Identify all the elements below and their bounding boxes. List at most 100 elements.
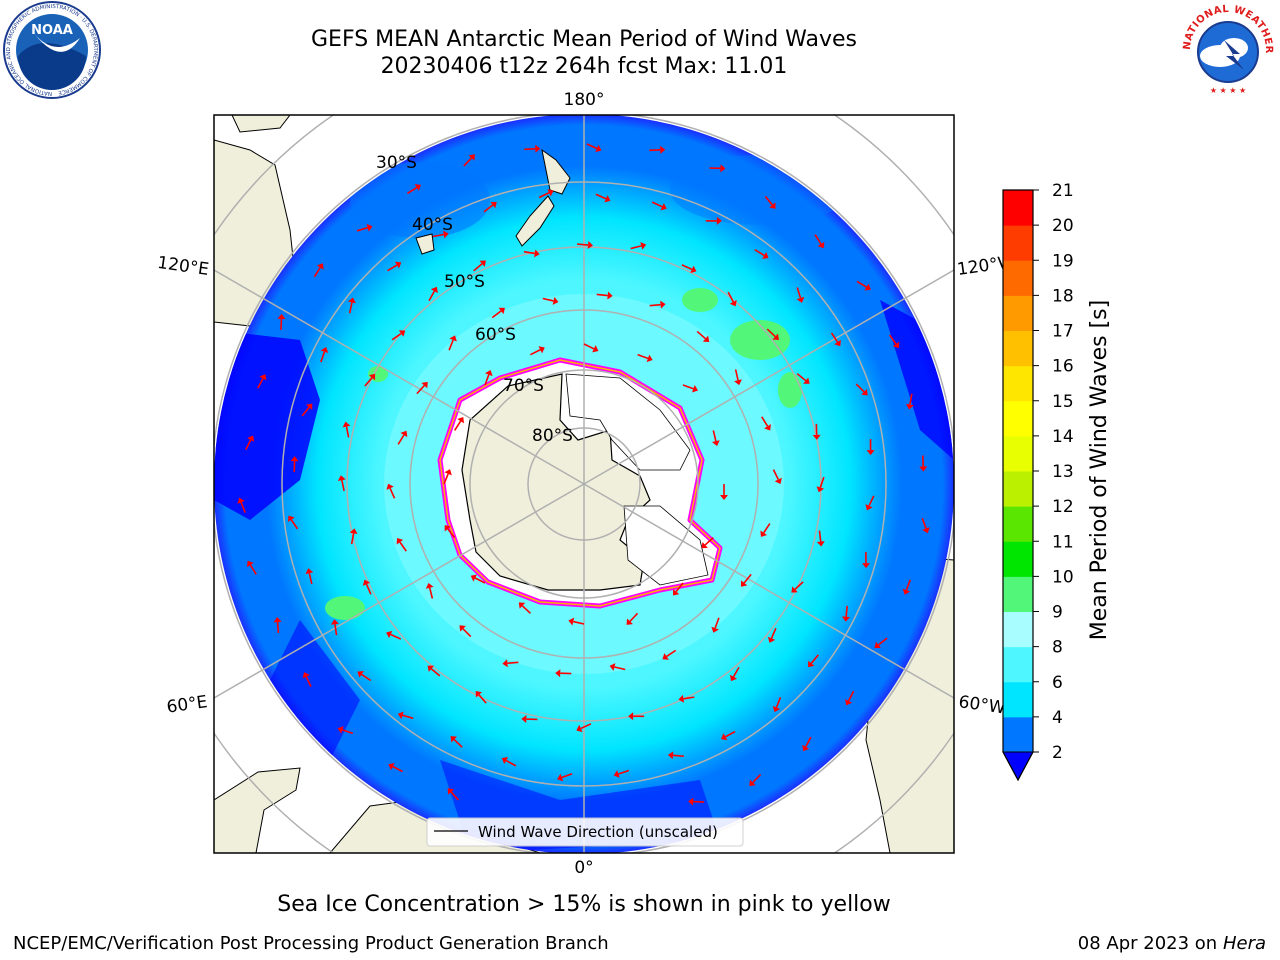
wave-arrow-head (430, 286, 438, 294)
wave-arrow-shaft (868, 495, 875, 507)
wave-arrow-head (479, 260, 486, 267)
wave-arrow-head (702, 335, 710, 342)
colorbar-swatch (1003, 260, 1033, 296)
wave-arrow-shaft (649, 303, 661, 307)
wave-arrow-head (816, 541, 825, 547)
wave-arrow-head (749, 779, 756, 786)
wave-arrow-head (808, 660, 815, 668)
colorbar-swatch (1003, 435, 1033, 472)
colorbar-swatch (1003, 611, 1033, 648)
wave-arrow-head (688, 797, 694, 806)
wave-arrow-head (721, 733, 728, 741)
wave-arrow-shaft (725, 730, 736, 738)
wave-arrow-head (609, 663, 616, 671)
wave-arrow-head (816, 486, 825, 493)
wave-arrow-shaft (391, 332, 402, 341)
wave-arrow-shaft (447, 528, 456, 539)
wave-arrow-head (734, 379, 742, 386)
wave-arrow-head (538, 346, 545, 354)
tasmania-land (415, 233, 435, 255)
wave-arrow-shaft (683, 696, 695, 700)
wave-arrow-shaft (389, 487, 396, 499)
colorbar-tick-label: 19 (1052, 251, 1074, 271)
wave-arrow-head (290, 456, 299, 462)
wave-arrow-head (475, 691, 482, 698)
wave-arrow-head (673, 589, 680, 596)
wave-arrow-shaft (752, 774, 762, 783)
wave-arrow-head (842, 616, 851, 622)
wave-arrow-shaft (672, 754, 684, 758)
wave-arrow-head (357, 671, 364, 678)
wave-arrow-shaft (542, 297, 554, 302)
wave-arrow-shaft (596, 293, 608, 297)
wave-arrow-head (628, 712, 634, 721)
wave-arrow-shaft (630, 245, 642, 250)
colorbar-tick-label: 11 (1052, 532, 1074, 552)
map-frame (213, 114, 955, 854)
wave-arrow-head (305, 403, 313, 410)
wave-arrow-shaft (407, 186, 418, 195)
wave-arrow-shaft (796, 373, 807, 382)
wave-arrow-shaft (909, 393, 913, 405)
wave-arrow-head (864, 283, 871, 291)
wave-arrow-shaft (387, 264, 398, 272)
colorbar-tick-label: 18 (1052, 286, 1074, 306)
colorbar-swatch (1003, 365, 1033, 402)
colorbar-swatch (1003, 506, 1033, 542)
wave-arrow-shaft (463, 157, 473, 167)
wave-arrow-head (362, 579, 371, 586)
wave-arrow-head (552, 297, 559, 305)
wave-arrow-head (398, 330, 406, 337)
colorbar-swatch (1003, 471, 1033, 507)
colorbar-swatch (1003, 400, 1033, 437)
wave-arrow-shaft (462, 628, 472, 638)
wave-arrow-shaft (530, 349, 541, 356)
graticule (214, 115, 954, 853)
wave-arrow-head (613, 770, 620, 778)
wave-arrow-head (400, 430, 408, 438)
wave-arrow-shaft (365, 583, 372, 595)
lon-label-0: 0° (574, 858, 593, 878)
wave-arrow-shaft (561, 773, 573, 779)
wave-arrow-shaft (772, 469, 780, 480)
wave-arrow-shaft (276, 621, 280, 634)
wave-arrow-shaft (305, 676, 312, 687)
wave-arrow-shaft (618, 769, 630, 775)
wave-arrow-head (386, 630, 393, 639)
wave-arrow-head (604, 195, 611, 203)
svg-text:NOAA: NOAA (31, 23, 73, 38)
wave-arrow-shaft (921, 517, 927, 529)
wave-arrow-head (874, 641, 881, 649)
wave-arrow-head (447, 788, 455, 795)
wave-arrow-head (518, 602, 526, 609)
wave-arrow-head (711, 440, 720, 446)
wave-arrow-shaft (397, 434, 405, 445)
wave-arrow-head (902, 588, 911, 595)
wave-arrow-head (421, 381, 428, 389)
colorbar-swatch (1003, 190, 1033, 226)
wave-arrow-shaft (727, 291, 734, 303)
wave-arrow-head (457, 416, 464, 424)
wave-arrow-shaft (675, 582, 684, 593)
wave-arrow-head (442, 230, 449, 239)
wave-arrow-shaft (478, 694, 487, 704)
wave-arrow-head (302, 672, 310, 679)
wave-arrow-head (729, 300, 737, 307)
credit-date-text: 08 Apr 2023 on (1077, 933, 1218, 954)
wave-arrow-head (287, 515, 295, 523)
wave-arrow-head (660, 203, 667, 211)
wave-arrow-head (812, 434, 821, 440)
wave-arrow-head (485, 369, 493, 377)
wave-arrow-head (660, 300, 666, 309)
colorbar-tick-label: 8 (1052, 638, 1063, 658)
wave-arrow-head (772, 706, 781, 713)
wave-arrow-shaft (583, 343, 595, 350)
wave-arrow-head (498, 307, 505, 315)
wave-arrow-head (396, 538, 404, 545)
wave-arrow-shaft (521, 605, 531, 614)
wave-arrow-head (348, 297, 356, 304)
wave-arrow-head (557, 773, 564, 782)
wave-arrow-head (247, 435, 255, 442)
wave-arrow-head (862, 563, 871, 569)
wave-arrow-head (667, 751, 674, 760)
